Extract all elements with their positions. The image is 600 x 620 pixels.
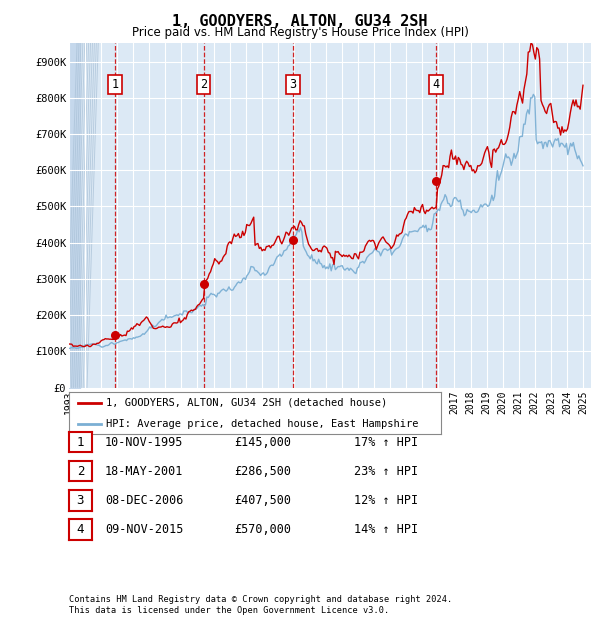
Text: £570,000: £570,000 xyxy=(234,523,291,536)
Text: 17% ↑ HPI: 17% ↑ HPI xyxy=(354,436,418,448)
Text: 18-MAY-2001: 18-MAY-2001 xyxy=(105,465,184,477)
Text: 08-DEC-2006: 08-DEC-2006 xyxy=(105,494,184,507)
Text: 2: 2 xyxy=(77,465,84,477)
Text: 23% ↑ HPI: 23% ↑ HPI xyxy=(354,465,418,477)
Text: 14% ↑ HPI: 14% ↑ HPI xyxy=(354,523,418,536)
Text: 1: 1 xyxy=(112,78,119,91)
Text: 10-NOV-1995: 10-NOV-1995 xyxy=(105,436,184,448)
Text: £407,500: £407,500 xyxy=(234,494,291,507)
Text: 3: 3 xyxy=(77,494,84,507)
Text: 1: 1 xyxy=(77,436,84,448)
Text: 12% ↑ HPI: 12% ↑ HPI xyxy=(354,494,418,507)
Text: 2: 2 xyxy=(200,78,207,91)
Text: 09-NOV-2015: 09-NOV-2015 xyxy=(105,523,184,536)
Text: Contains HM Land Registry data © Crown copyright and database right 2024.: Contains HM Land Registry data © Crown c… xyxy=(69,595,452,604)
Text: Price paid vs. HM Land Registry's House Price Index (HPI): Price paid vs. HM Land Registry's House … xyxy=(131,26,469,39)
Text: 4: 4 xyxy=(433,78,440,91)
Text: This data is licensed under the Open Government Licence v3.0.: This data is licensed under the Open Gov… xyxy=(69,606,389,615)
Text: £286,500: £286,500 xyxy=(234,465,291,477)
Text: HPI: Average price, detached house, East Hampshire: HPI: Average price, detached house, East… xyxy=(106,419,419,429)
Text: £145,000: £145,000 xyxy=(234,436,291,448)
Text: 1, GOODYERS, ALTON, GU34 2SH (detached house): 1, GOODYERS, ALTON, GU34 2SH (detached h… xyxy=(106,398,388,408)
Text: 4: 4 xyxy=(77,523,84,536)
Text: 3: 3 xyxy=(289,78,296,91)
Text: 1, GOODYERS, ALTON, GU34 2SH: 1, GOODYERS, ALTON, GU34 2SH xyxy=(172,14,428,29)
